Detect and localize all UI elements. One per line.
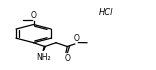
Text: O: O: [64, 54, 70, 63]
Text: O: O: [31, 11, 37, 20]
Text: NH₂: NH₂: [36, 52, 51, 62]
Text: HCl: HCl: [99, 8, 113, 17]
Polygon shape: [43, 47, 45, 51]
Text: O: O: [74, 34, 80, 43]
